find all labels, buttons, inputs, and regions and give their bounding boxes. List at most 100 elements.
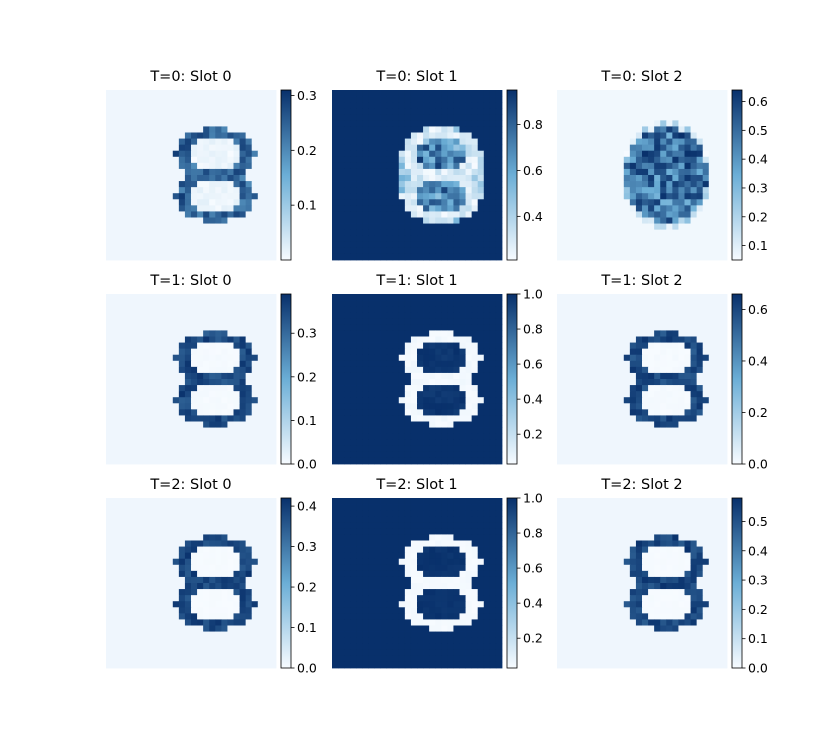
heatmap-cell xyxy=(605,372,613,380)
heatmap-cell xyxy=(380,162,388,170)
heatmap-cell xyxy=(148,397,155,404)
heatmap-cell xyxy=(648,193,655,200)
heatmap-cell xyxy=(356,439,363,447)
heatmap-cell xyxy=(118,498,125,505)
heatmap-cell xyxy=(245,181,253,188)
heatmap-cell xyxy=(453,403,460,410)
heatmap-cell xyxy=(684,324,691,331)
heatmap-cell xyxy=(251,391,259,398)
heatmap-cell xyxy=(435,150,442,158)
heatmap-cell xyxy=(154,372,162,380)
heatmap-cell xyxy=(374,397,381,404)
heatmap-cell xyxy=(495,451,503,459)
heatmap-cell xyxy=(227,445,234,453)
heatmap-cell xyxy=(635,102,643,109)
heatmap-cell xyxy=(471,427,479,435)
heatmap-cell xyxy=(356,247,363,255)
heatmap-cell xyxy=(251,253,259,261)
heatmap-cell xyxy=(563,241,570,249)
heatmap-cell xyxy=(215,312,222,319)
heatmap-cell xyxy=(429,318,436,325)
heatmap-cell xyxy=(581,175,588,182)
heatmap-cell xyxy=(221,253,228,261)
heatmap-cell xyxy=(587,156,594,164)
heatmap-cell xyxy=(465,433,473,441)
heatmap-cell xyxy=(178,156,186,164)
heatmap-cell xyxy=(441,366,448,374)
heatmap-cells xyxy=(332,294,503,465)
heatmap-cell xyxy=(269,229,277,237)
heatmap-cell xyxy=(410,181,418,188)
heatmap-cell xyxy=(380,102,388,109)
heatmap-cell xyxy=(203,223,210,231)
heatmap-cell xyxy=(245,294,253,301)
heatmap-cell xyxy=(623,162,631,170)
heatmap-cell xyxy=(227,427,234,435)
heatmap-cell xyxy=(124,336,131,343)
heatmap-cell xyxy=(477,199,485,206)
heatmap-cell xyxy=(251,181,259,188)
heatmap-cell xyxy=(605,120,613,127)
heatmap-cell xyxy=(130,300,137,307)
heatmap-cell xyxy=(398,114,406,121)
heatmap-cell xyxy=(392,102,400,109)
heatmap-cell xyxy=(410,336,418,343)
heatmap-cell xyxy=(118,156,125,164)
heatmap-cell xyxy=(398,391,406,398)
heatmap-cell xyxy=(166,211,174,218)
heatmap-cell xyxy=(263,534,271,541)
heatmap-cell xyxy=(447,199,454,206)
heatmap-cell xyxy=(197,181,204,188)
heatmap-cell xyxy=(344,391,351,398)
heatmap-cell xyxy=(106,181,113,188)
heatmap-cell xyxy=(356,391,363,398)
heatmap-cell xyxy=(257,379,265,386)
heatmap-cell xyxy=(269,247,277,255)
heatmap-cell xyxy=(672,451,679,459)
heatmap-cell xyxy=(332,108,339,115)
heatmap-cell xyxy=(599,403,606,410)
heatmap-cell xyxy=(118,187,125,194)
heatmap-cell xyxy=(678,187,685,194)
heatmap-cell xyxy=(184,90,192,97)
heatmap-cell xyxy=(215,372,222,380)
heatmap-cell xyxy=(251,318,259,325)
heatmap-cell xyxy=(459,439,466,447)
heatmap-cell xyxy=(350,445,357,453)
heatmap-cell xyxy=(660,415,667,422)
heatmap-cell xyxy=(263,360,271,368)
heatmap-cell xyxy=(203,439,210,447)
heatmap-cell xyxy=(575,235,582,243)
heatmap-cell xyxy=(684,162,691,170)
heatmap-cell xyxy=(245,516,253,523)
heatmap-cell xyxy=(178,348,186,356)
heatmap-cell xyxy=(569,397,576,404)
heatmap-cell xyxy=(184,108,192,115)
heatmap-cell xyxy=(435,181,442,188)
heatmap-cell xyxy=(106,193,113,200)
heatmap-cell xyxy=(172,150,180,158)
heatmap-cell xyxy=(410,306,418,313)
heatmap-cell xyxy=(453,150,460,158)
heatmap-cell xyxy=(227,360,234,368)
heatmap-cell xyxy=(118,126,125,133)
heatmap-cell xyxy=(605,294,613,301)
heatmap-cell xyxy=(635,421,643,428)
heatmap-cell xyxy=(459,205,466,212)
heatmap-cell xyxy=(569,330,576,337)
heatmap-cell xyxy=(605,336,613,343)
heatmap-cell xyxy=(130,162,137,170)
heatmap-cell xyxy=(453,409,460,416)
heatmap-cell xyxy=(356,403,363,410)
heatmap-cell xyxy=(417,294,424,301)
heatmap-cell xyxy=(666,132,673,139)
heatmap-cell xyxy=(593,433,600,441)
heatmap-cell xyxy=(344,385,351,392)
heatmap-cell xyxy=(332,211,339,218)
heatmap-cell xyxy=(654,427,661,435)
heatmap-cell xyxy=(581,318,588,325)
heatmap-cell xyxy=(350,324,357,331)
heatmap-cell xyxy=(648,451,655,459)
heatmap-cell xyxy=(221,403,228,410)
heatmap-cell xyxy=(106,132,113,139)
